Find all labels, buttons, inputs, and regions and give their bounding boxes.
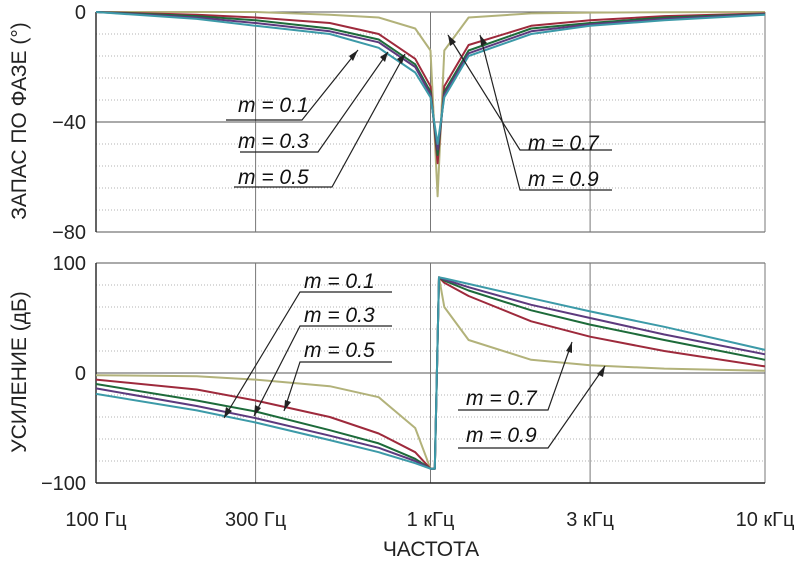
ytick-label-bottom-2: −100 [41,473,86,495]
arrow-bot-m03 [254,405,261,416]
bottom-ylabel: УСИЛЕНИЕ (дБ) [8,291,31,453]
leader-bot-m03 [253,325,392,417]
series-line-bottom-m4 [95,276,766,470]
annotation-top-m07: m = 0.7 [528,132,600,155]
tick-layer: 0 −40 −80 100 0 −100 100 Гц 300 Гц 1 кГц 3 кГц 10 … [41,2,794,531]
annotation-leader-lines-bottom [223,291,606,449]
leader-bot-m09 [458,365,606,449]
series-layer [95,11,766,470]
leader-top-m01 [226,49,359,121]
annotation-top-m01: m = 0.1 [238,94,309,117]
annotation-bot-m07: m = 0.7 [466,387,538,410]
series-line-top-m4 [95,11,766,145]
xtick-label-4: 10 кГц [736,509,795,531]
leader-top-m07 [447,34,612,151]
arrow-bot-m01 [224,407,232,418]
leader-bot-m07 [458,341,573,411]
ytick-label-top-2: −80 [52,222,86,244]
arrow-bot-m05 [284,400,291,411]
arrow-top-m05 [397,54,405,64]
bottom-annotations: m = 0.1 m = 0.3 m = 0.5 m = 0.7 m = 0.9 [223,270,606,449]
top-annotations: m = 0.1 m = 0.3 m = 0.5 m = 0.7 m = 0.9 [226,34,612,191]
annotation-bot-m03: m = 0.3 [304,304,375,327]
annotation-bot-m09: m = 0.9 [466,424,537,447]
leader-top-m09 [479,34,612,191]
annotation-leader-lines [226,34,612,191]
annotation-bot-m01: m = 0.1 [304,270,375,293]
annotation-bot-m05: m = 0.5 [304,339,375,362]
leader-top-m03 [240,51,389,153]
ytick-label-top-0: 0 [75,2,86,24]
leader-bot-m05 [283,361,392,412]
arrow-top-m03 [380,52,388,62]
annotation-top-m03: m = 0.3 [238,130,309,153]
x-axis-label: ЧАСТОТА [383,538,479,561]
annotation-top-m05: m = 0.5 [238,166,309,189]
arrow-top-m01 [349,50,358,61]
leader-bot-m01 [223,291,392,419]
axes-layer [95,12,765,484]
arrow-bot-m07 [566,342,572,353]
ytick-label-bottom-1: 0 [75,363,86,385]
ytick-label-bottom-0: 100 [53,253,86,275]
annotation-top-m09: m = 0.9 [528,168,599,191]
xtick-label-3: 3 кГц [566,509,614,531]
top-ylabel: ЗАПАС ПО ФАЗЕ (°) [8,22,31,220]
grid-layer [95,11,766,484]
leader-top-m05 [234,53,406,188]
ytick-label-top-1: −40 [52,112,86,134]
xtick-label-0: 100 Гц [65,509,126,531]
xtick-label-2: 1 кГц [407,509,455,531]
arrow-bot-m09 [597,366,605,377]
arrow-top-m07 [448,35,456,46]
xtick-label-1: 300 Гц [225,509,286,531]
arrow-top-m09 [480,35,487,46]
